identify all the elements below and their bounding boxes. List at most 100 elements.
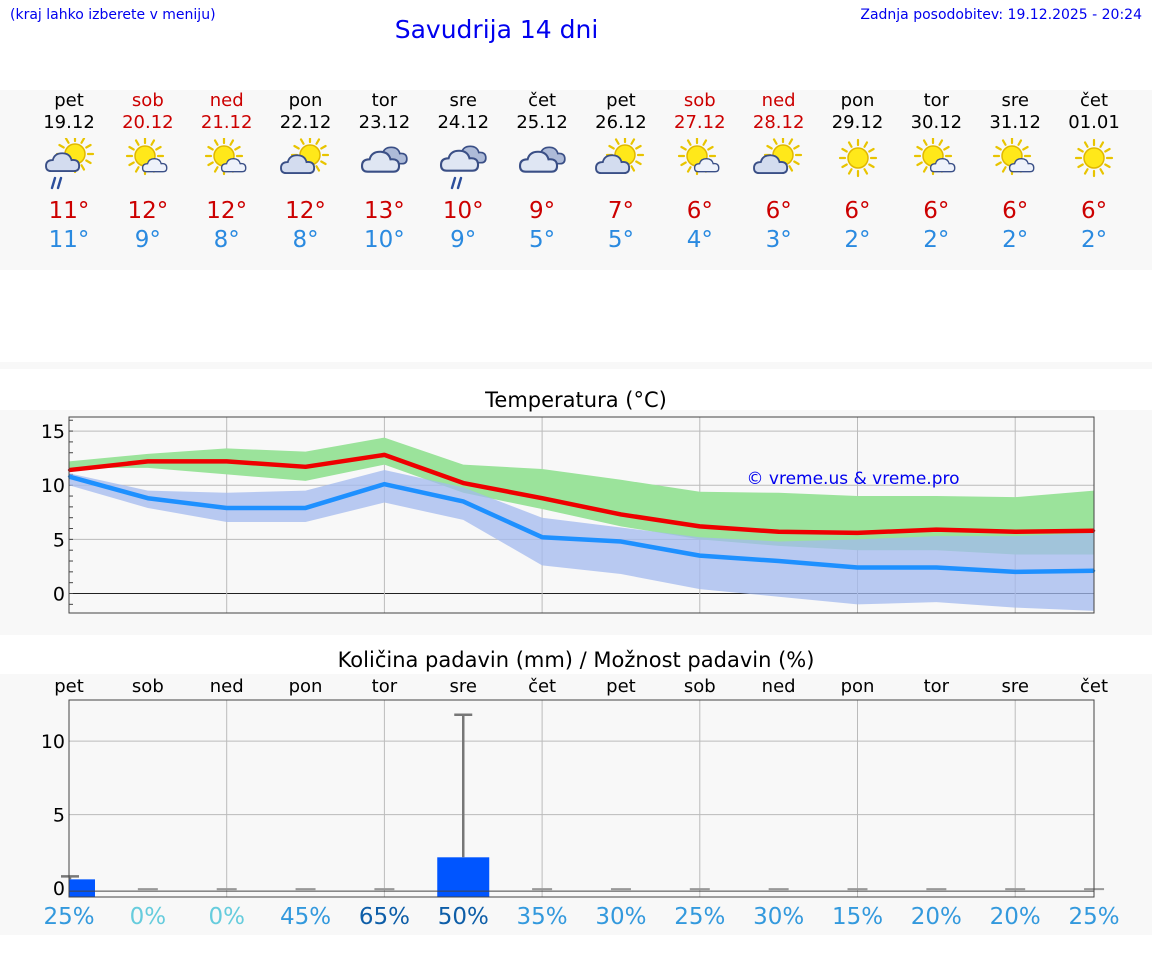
temp-band-max-range — [69, 437, 1095, 555]
temp-line-max — [68, 452, 1095, 536]
precip-bar — [437, 857, 490, 897]
forecast-band — [0, 90, 1152, 270]
day-name: pet — [606, 90, 636, 111]
temp-point-max — [1014, 530, 1017, 533]
sun-icon — [838, 138, 877, 178]
temperature-chart: 15 10 5 0 © vreme.us & vreme.pro — [41, 416, 1096, 614]
precip-day-label: pon — [840, 676, 875, 697]
sun-icon — [1074, 138, 1114, 178]
precip-day-label: tor — [923, 676, 950, 697]
temp-max: 12° — [206, 198, 248, 224]
temp-point-min — [225, 506, 228, 510]
temp-min: 9° — [134, 227, 161, 253]
sun-cloud-rain-icon — [45, 138, 95, 190]
temp-point-max — [146, 460, 150, 463]
day-date: 01.01 — [1068, 112, 1120, 133]
day-date: 27.12 — [674, 112, 726, 133]
day-name: pon — [288, 90, 323, 111]
temp-max: 6° — [844, 198, 871, 224]
temp-point-max — [540, 497, 544, 500]
temp-min: 2° — [1080, 227, 1108, 253]
temp-plot-frame — [68, 416, 1095, 614]
temp-point-max — [935, 528, 938, 531]
day-date: 20.12 — [122, 112, 174, 133]
day-name: sob — [131, 90, 164, 111]
precip-day-label: ned — [761, 676, 796, 697]
sun-cloud-icon — [279, 138, 329, 175]
precip-probability: 45% — [279, 904, 332, 930]
precip-ytick-label: 0 — [53, 878, 65, 900]
sun-small-cloud-icon — [993, 138, 1035, 176]
temp-min: 8° — [292, 227, 319, 253]
temp-point-max — [619, 513, 623, 516]
temp-min: 5° — [529, 227, 556, 253]
temp-point-min — [698, 554, 701, 557]
precipitation-chart: 10 5 0 — [41, 699, 1105, 900]
day-name: tor — [923, 90, 950, 111]
temp-point-max — [856, 531, 859, 535]
temp-point-max — [777, 530, 780, 533]
day-name: ned — [209, 90, 244, 111]
temp-max: 7° — [607, 198, 634, 224]
temp-max: 9° — [529, 198, 556, 224]
temp-point-min — [540, 535, 544, 539]
temp-point-max — [383, 453, 386, 457]
temp-min: 2° — [923, 227, 950, 253]
temp-max: 6° — [686, 198, 713, 224]
day-name: čet — [1080, 90, 1109, 111]
precip-probability: 30% — [595, 904, 647, 930]
precipitation-title: Količina padavin (mm) / Možnost padavin … — [337, 648, 815, 672]
precip-probability: 0% — [208, 904, 245, 930]
precip-probability: 0% — [129, 904, 167, 930]
day-date: 24.12 — [437, 112, 490, 133]
temp-ytick-label: 0 — [53, 584, 65, 606]
day-name: ned — [761, 90, 796, 111]
watermark: © vreme.us & vreme.pro — [746, 469, 959, 489]
precip-day-label: čet — [1080, 676, 1109, 697]
day-name: sre — [449, 90, 477, 111]
precip-bar — [69, 879, 95, 897]
day-date: 21.12 — [200, 112, 253, 133]
day-date: 19.12 — [43, 112, 95, 133]
precip-probability: 25% — [1068, 904, 1120, 930]
sun-small-cloud-icon — [204, 138, 247, 176]
temp-point-min — [935, 566, 938, 569]
temp-min: 10° — [364, 227, 405, 253]
temp-max: 12° — [127, 198, 169, 224]
temp-min: 8° — [213, 227, 240, 253]
day-date: 29.12 — [831, 112, 884, 133]
cloudy-icon — [361, 146, 409, 173]
precip-plot-frame — [68, 699, 1095, 898]
precip-day-label: pon — [288, 676, 323, 697]
temp-max: 10° — [442, 198, 484, 224]
precip-probability: 35% — [516, 904, 568, 930]
temp-min: 3° — [765, 227, 792, 253]
day-date: 28.12 — [752, 112, 805, 133]
precip-probability: 15% — [831, 904, 884, 930]
temp-min: 11° — [48, 227, 90, 253]
temp-min: 2° — [1002, 227, 1029, 253]
temp-max: 6° — [765, 198, 792, 224]
sun-cloud-icon — [752, 138, 802, 175]
sun-small-cloud-icon — [677, 138, 720, 176]
day-name: čet — [528, 90, 557, 111]
precip-day-label: tor — [371, 676, 398, 697]
day-name: pet — [54, 90, 84, 111]
temp-max: 11° — [48, 198, 90, 224]
precip-ytick-label: 5 — [53, 805, 65, 827]
precip-day-label: sob — [131, 676, 164, 697]
temp-min: 4° — [686, 227, 713, 253]
temp-ytick-label: 15 — [41, 421, 65, 443]
temp-ytick-label: 10 — [41, 475, 65, 497]
precip-probability: 20% — [989, 904, 1041, 930]
day-name: pon — [840, 90, 875, 111]
day-date: 31.12 — [989, 112, 1041, 133]
cloudy-icon — [519, 146, 566, 173]
precip-day-label: pet — [606, 676, 636, 697]
day-date: 30.12 — [910, 112, 963, 133]
sun-small-cloud-icon — [914, 138, 956, 176]
temp-min: 9° — [450, 227, 477, 253]
precip-day-label: čet — [528, 676, 557, 697]
temp-point-min — [304, 506, 307, 510]
temp-line-min — [68, 474, 1095, 575]
